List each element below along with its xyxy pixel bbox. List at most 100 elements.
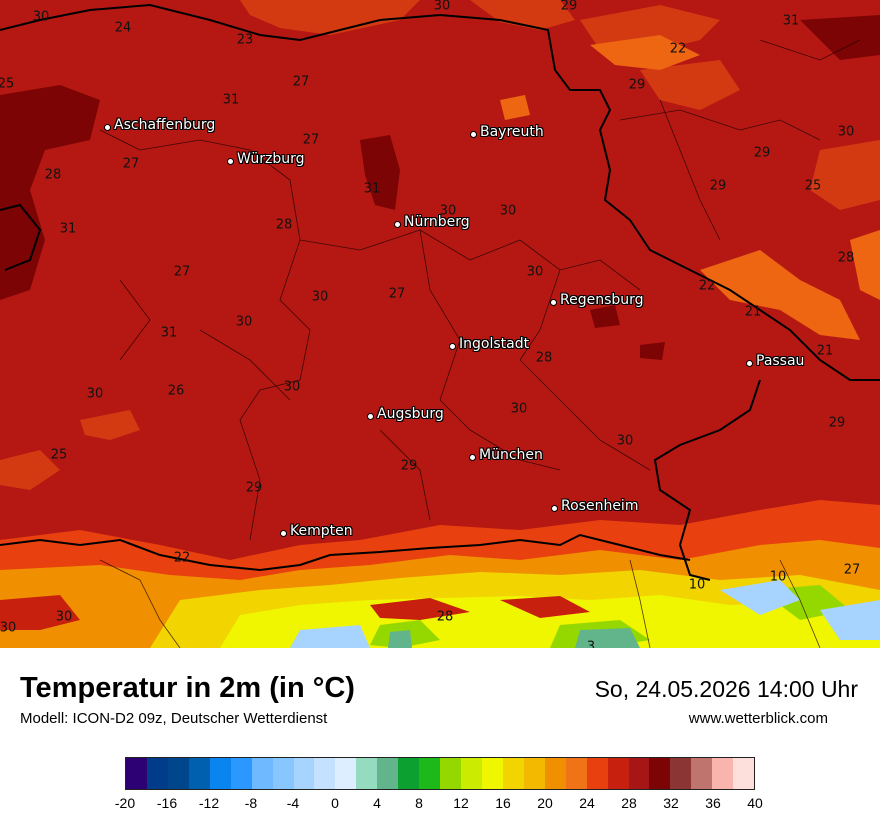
map-value: 30	[510, 401, 528, 417]
map-value: 27	[388, 286, 406, 302]
map-value: 27	[302, 132, 320, 148]
legend-tick-label: 20	[537, 795, 553, 811]
city-marker	[550, 299, 557, 306]
city-label: München	[479, 447, 543, 463]
city-marker	[227, 158, 234, 165]
legend-tick-label: -4	[286, 795, 300, 811]
map-value: 30	[616, 433, 634, 449]
legend-swatch	[293, 758, 315, 789]
map-value: 10	[769, 569, 787, 585]
legend-swatch	[356, 758, 378, 789]
map-value: 31	[160, 325, 178, 341]
city-label: Aschaffenburg	[114, 117, 216, 133]
map-value: 30	[0, 620, 17, 636]
map-value: 28	[535, 350, 553, 366]
map-value: 30	[55, 609, 73, 625]
map-value: 30	[283, 379, 301, 395]
city-marker	[367, 413, 374, 420]
legend-tick-label: 40	[747, 795, 763, 811]
city-label: Kempten	[290, 523, 353, 539]
legend-swatch	[440, 758, 461, 789]
legend-swatch	[230, 758, 252, 789]
legend-swatch	[733, 758, 755, 789]
legend-tick-label: -16	[156, 795, 178, 811]
map-value: 29	[400, 458, 418, 474]
city-label: Würzburg	[237, 151, 305, 167]
temperature-map[interactable]: 30 24 23 30 29 31 22 25 27 31 29 30 27 2…	[0, 0, 880, 648]
legend-swatch	[419, 758, 441, 789]
map-value: 30	[433, 0, 451, 14]
map-value: 28	[837, 250, 855, 266]
color-legend	[125, 757, 755, 790]
legend-tick-label: 12	[453, 795, 469, 811]
legend-tick-label: 16	[495, 795, 511, 811]
map-value: 25	[0, 76, 15, 92]
map-value: 22	[173, 550, 191, 566]
city-marker	[280, 530, 287, 537]
map-value: 10	[688, 577, 706, 593]
city-label: Augsburg	[377, 406, 444, 422]
legend-swatch	[628, 758, 650, 789]
legend-swatch	[188, 758, 210, 789]
legend-tick-label: 36	[705, 795, 721, 811]
map-value: 24	[114, 20, 132, 36]
map-value: 21	[816, 343, 834, 359]
legend-swatch	[167, 758, 189, 789]
legend-swatch	[691, 758, 713, 789]
legend-swatch	[398, 758, 420, 789]
map-value: 29	[628, 77, 646, 93]
map-value: 27	[173, 264, 191, 280]
legend-swatch	[251, 758, 273, 789]
legend-tick-label: 0	[331, 795, 339, 811]
legend-ticks: -20 -16 -12 -8 -4 0 4 8 12 16 20 24 28 32 36 40	[115, 795, 763, 813]
map-value: 28	[275, 217, 293, 233]
legend-tick-label: 8	[415, 795, 423, 811]
map-value: 30	[526, 264, 544, 280]
legend-swatch	[544, 758, 566, 789]
legend-tick-label: 32	[663, 795, 679, 811]
city-marker	[104, 124, 111, 131]
legend-tick-label: 4	[373, 795, 381, 811]
legend-swatch	[649, 758, 671, 789]
legend-tick-label: 24	[579, 795, 595, 811]
legend-swatch	[377, 758, 399, 789]
map-value: 21	[744, 304, 762, 320]
legend-tick-label: -12	[198, 795, 220, 811]
legend-swatch	[335, 758, 357, 789]
map-value: 30	[86, 386, 104, 402]
map-value: 26	[167, 383, 185, 399]
map-value: 29	[709, 178, 727, 194]
website-link[interactable]: www.wetterblick.com	[688, 710, 828, 727]
city-marker	[394, 221, 401, 228]
map-value: 31	[59, 221, 77, 237]
map-value: 29	[245, 480, 263, 496]
map-value: 27	[292, 74, 310, 90]
map-value: 30	[439, 203, 457, 219]
legend-swatch	[565, 758, 587, 789]
legend-swatch	[126, 758, 147, 789]
map-value: 28	[436, 609, 454, 625]
map-value: 23	[236, 32, 254, 48]
city-marker	[469, 454, 476, 461]
map-value: 27	[122, 156, 140, 172]
city-label: Nürnberg	[404, 214, 470, 230]
map-value: 30	[32, 9, 50, 25]
city-label: Rosenheim	[561, 498, 639, 514]
map-value: 30	[252, 152, 270, 168]
legend-swatch	[314, 758, 336, 789]
city-label: Passau	[756, 353, 805, 369]
map-value: 22	[698, 278, 716, 294]
map-value: 3	[586, 639, 596, 649]
legend-swatch	[712, 758, 734, 789]
city-marker	[449, 343, 456, 350]
legend-tick-label: -20	[114, 795, 136, 811]
legend-swatch	[586, 758, 608, 789]
map-value: 29	[828, 415, 846, 431]
city-marker	[470, 131, 477, 138]
legend-swatch	[502, 758, 524, 789]
map-value: 22	[669, 41, 687, 57]
map-value: 30	[311, 289, 329, 305]
map-value: 29	[560, 0, 578, 14]
map-value: 31	[363, 181, 381, 197]
legend-swatch	[461, 758, 482, 789]
